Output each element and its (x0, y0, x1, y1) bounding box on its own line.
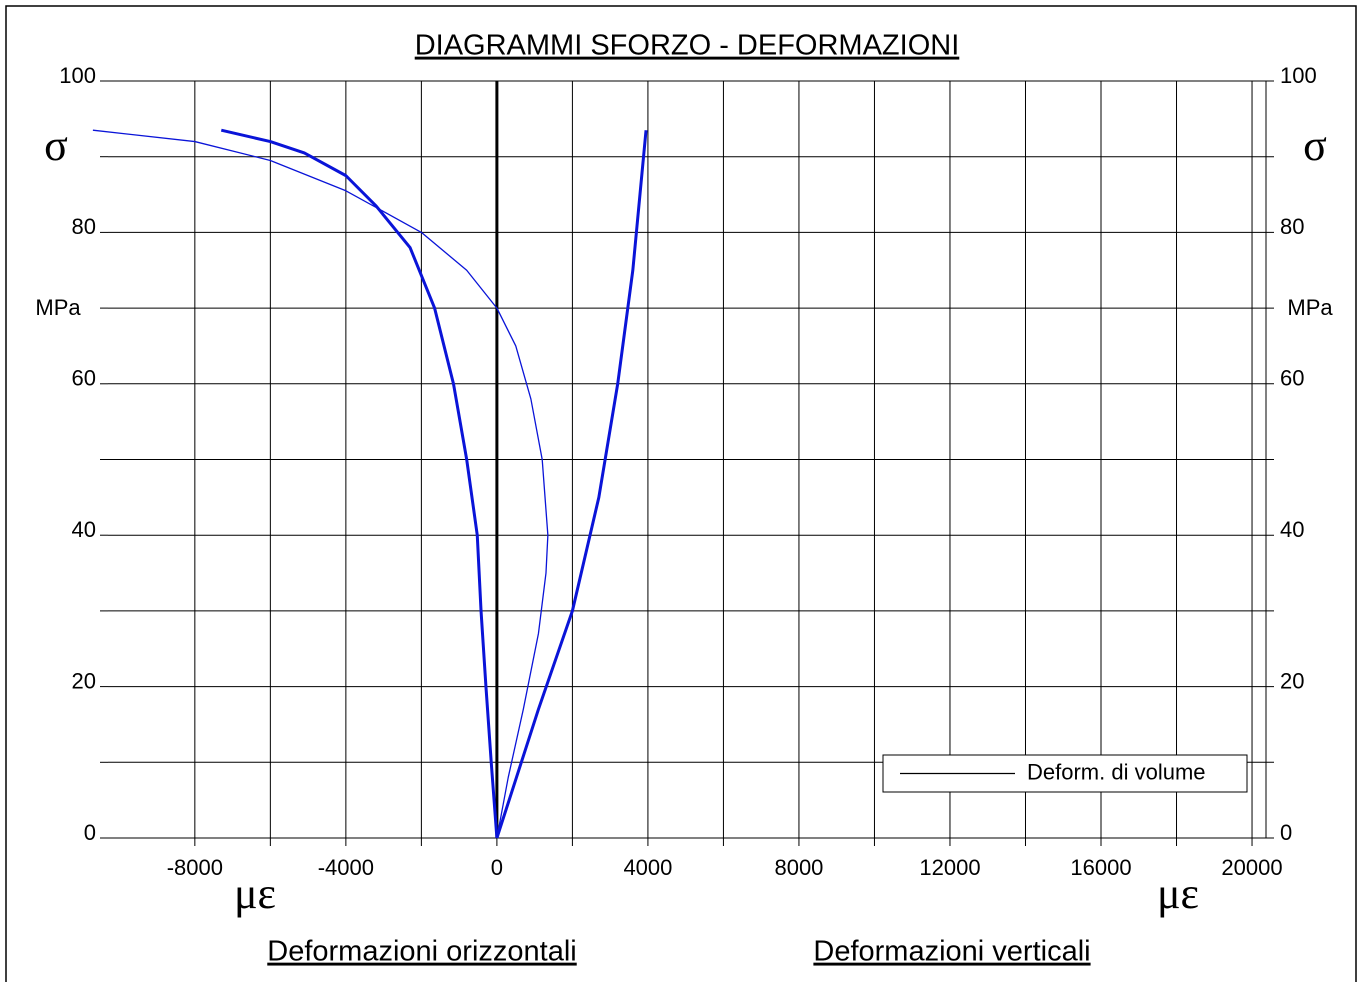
y-tick-label-right: 0 (1280, 820, 1292, 845)
x-symbol-right: με (1157, 869, 1199, 918)
legend-label: Deform. di volume (1027, 759, 1206, 784)
x-tick-label: 0 (491, 855, 503, 880)
x-tick-label: 20000 (1221, 855, 1282, 880)
x-tick-label: -8000 (167, 855, 223, 880)
data-line (220, 128, 499, 839)
chart-border (5, 5, 1357, 982)
data-line (495, 130, 648, 839)
y-tick-label: 0 (84, 820, 96, 845)
chart-title: DIAGRAMMI SFORZO - DEFORMAZIONI (415, 30, 960, 62)
y-tick-label: 20 (72, 668, 96, 693)
y-tick-label: 60 (72, 366, 96, 391)
y-symbol-right: σ (1303, 121, 1327, 170)
y-tick-label: 80 (72, 214, 96, 239)
y-tick-label-right: 80 (1280, 214, 1304, 239)
x-symbol: με (234, 869, 276, 918)
y-tick-label-right: 100 (1280, 63, 1317, 88)
x-tick-label: 12000 (919, 855, 980, 880)
y-unit: MPa (35, 295, 81, 320)
y-unit-right: MPa (1287, 295, 1333, 320)
y-symbol: σ (44, 121, 68, 170)
data-line (92, 129, 549, 839)
y-tick-label: 40 (72, 517, 96, 542)
x-tick-label: 4000 (623, 855, 672, 880)
x-tick-label: -4000 (318, 855, 374, 880)
y-tick-label-right: 20 (1280, 668, 1304, 693)
x-tick-label: 8000 (774, 855, 823, 880)
x-axis-label: Deformazioni orizzontali (267, 936, 576, 968)
x-axis-label: Deformazioni verticali (813, 936, 1090, 968)
y-tick-label-right: 40 (1280, 517, 1304, 542)
y-tick-label-right: 60 (1280, 366, 1304, 391)
y-tick-label: 100 (59, 63, 96, 88)
x-tick-label: 16000 (1070, 855, 1131, 880)
